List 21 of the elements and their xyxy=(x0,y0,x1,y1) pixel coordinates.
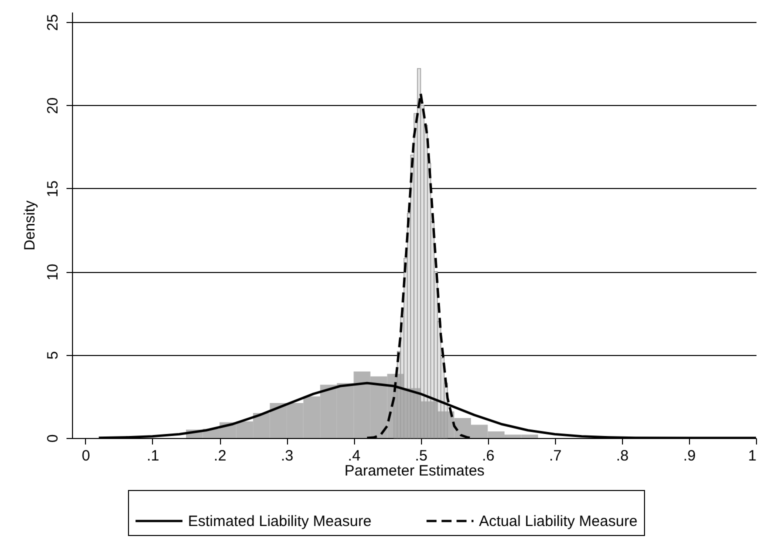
y-axis-title: Density xyxy=(22,200,38,251)
x-tick-label: .4 xyxy=(348,448,360,464)
x-tick-label: .8 xyxy=(616,448,629,464)
x-tick-label: .9 xyxy=(683,448,696,464)
y-tick-label: 20 xyxy=(44,97,62,114)
x-tick-label: .5 xyxy=(414,448,428,464)
x-tick-label: 0 xyxy=(82,448,90,464)
y-tick-label: 10 xyxy=(44,264,62,280)
y-tick-label: 15 xyxy=(44,180,62,198)
legend-label: Actual Liability Measure xyxy=(479,513,638,530)
x-tick-label: .3 xyxy=(280,448,294,464)
x-tick-label: .2 xyxy=(214,448,226,464)
x-axis-title: Parameter Estimates xyxy=(344,462,485,480)
legend-label: Estimated Liability Measure xyxy=(188,513,372,530)
x-tick-label: .6 xyxy=(482,448,495,464)
x-tick-label: .1 xyxy=(146,448,160,464)
y-tick-label: 0 xyxy=(44,434,62,443)
x-tick-label: 1 xyxy=(748,448,756,464)
y-tick-label: 5 xyxy=(44,351,62,360)
y-tick-label: 25 xyxy=(44,14,62,31)
x-tick-label: .7 xyxy=(549,448,562,464)
